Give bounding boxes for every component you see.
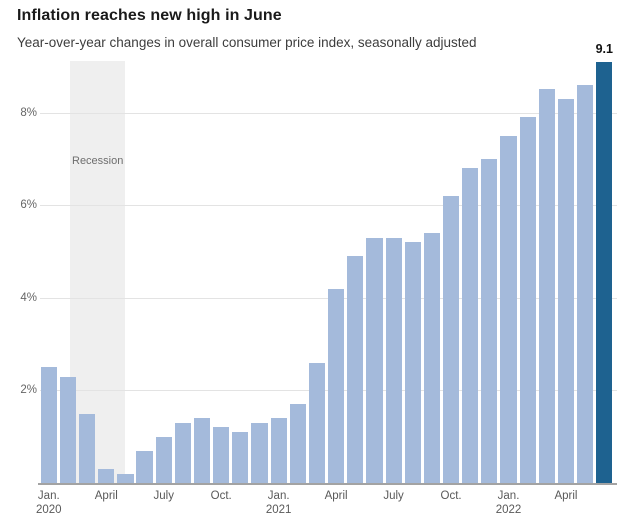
bar <box>366 237 383 483</box>
bar <box>442 195 460 483</box>
bar <box>59 376 77 483</box>
x-axis-label-line1: April <box>94 490 118 502</box>
bar <box>193 418 211 483</box>
chart-title: Inflation reaches new high in June <box>17 7 282 24</box>
bar <box>481 158 498 483</box>
x-axis-line <box>38 483 617 485</box>
bar <box>308 362 326 483</box>
x-axis-label: April <box>74 489 138 503</box>
bar <box>423 232 440 483</box>
recession-band <box>69 61 126 483</box>
bar <box>174 422 191 483</box>
bar <box>462 168 479 483</box>
recession-label: Recession <box>72 155 124 167</box>
bar <box>213 427 230 483</box>
x-axis-label: July <box>362 489 426 503</box>
bar <box>289 404 306 483</box>
x-axis-label-line1: Oct. <box>210 490 232 502</box>
x-axis-label-line1: Jan. <box>37 490 60 502</box>
x-axis-label-line1: July <box>153 490 174 502</box>
x-axis-label-line1: July <box>383 490 404 502</box>
y-axis-label-6pct: 6% <box>20 199 37 212</box>
x-axis-label-line1: Jan. <box>267 490 290 502</box>
x-axis-label: Jan. 2021 <box>247 489 311 517</box>
bar <box>40 367 57 483</box>
bar <box>328 288 345 483</box>
x-axis-label: July <box>132 489 196 503</box>
x-axis-label: Jan. 2020 <box>17 489 81 517</box>
highlight-value-label: 9.1 <box>595 42 613 56</box>
x-axis-label: Jan. 2022 <box>477 489 541 517</box>
bar <box>404 242 421 483</box>
bar <box>270 418 287 483</box>
chart-subtitle: Year-over-year changes in overall consum… <box>17 35 477 50</box>
bar <box>117 473 134 483</box>
bar <box>538 89 555 483</box>
bar <box>155 436 172 483</box>
bar <box>251 422 268 483</box>
bar-highlight <box>596 61 613 483</box>
bar <box>79 413 96 483</box>
y-axis-label-2pct: 2% <box>20 384 37 397</box>
bar <box>98 469 115 483</box>
bar <box>519 117 536 483</box>
x-axis-label: April <box>304 489 368 503</box>
bar <box>385 237 402 483</box>
bar <box>500 135 517 483</box>
bar <box>557 98 575 483</box>
x-axis-label-line2: 2020 <box>36 504 62 516</box>
gridline-6pct <box>40 205 617 207</box>
gridline-8pct <box>40 112 617 114</box>
x-axis-label-line1: April <box>324 490 348 502</box>
bar <box>136 450 153 483</box>
y-axis-label-4pct: 4% <box>20 291 37 304</box>
x-axis-label-line1: Oct. <box>440 490 462 502</box>
bar <box>577 84 594 483</box>
x-axis-label-line2: 2021 <box>265 504 292 516</box>
bar <box>347 256 364 483</box>
x-axis-label: Oct. <box>189 489 253 503</box>
x-axis-label-line2: 2022 <box>495 504 522 516</box>
y-axis-label-8pct: 8% <box>20 106 37 119</box>
x-axis-label: Oct. <box>419 489 483 503</box>
bar <box>232 432 249 483</box>
x-axis-label-line1: Jan. <box>497 490 520 502</box>
x-axis-label: April <box>534 489 598 503</box>
x-axis-label-line1: April <box>554 490 578 502</box>
